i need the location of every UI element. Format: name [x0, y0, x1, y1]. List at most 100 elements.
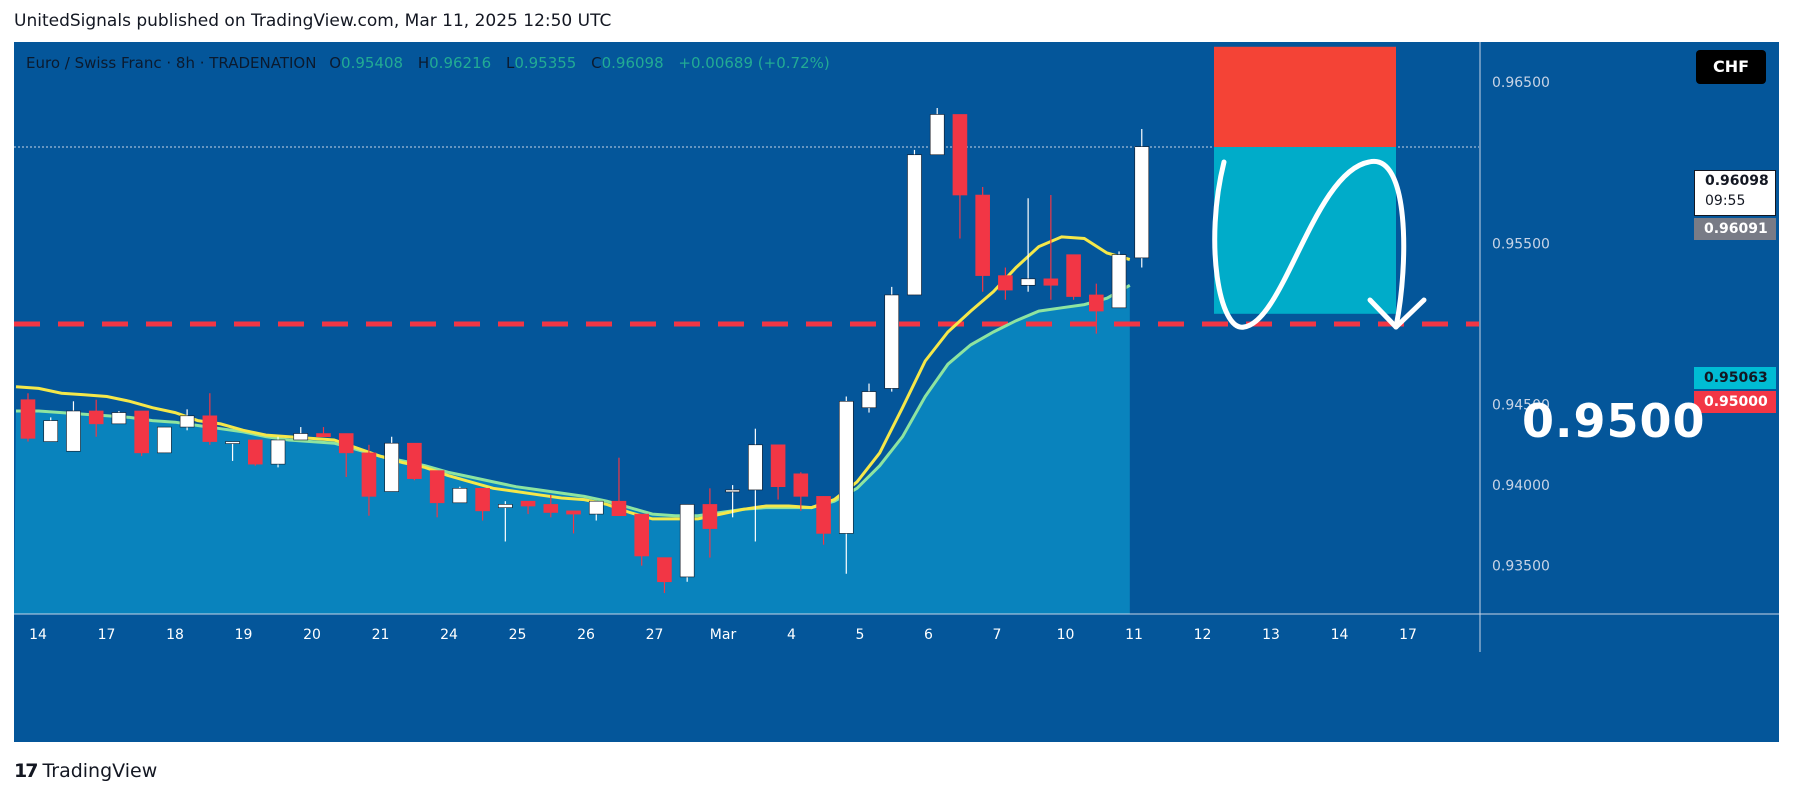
candle-body — [634, 513, 650, 557]
time-tick-label: 21 — [372, 627, 390, 643]
candle-body — [270, 439, 286, 465]
candle-body — [88, 410, 104, 425]
candle-body — [611, 500, 627, 517]
candle-body — [793, 473, 809, 497]
candle-body — [725, 489, 740, 493]
stop-loss-zone — [1214, 46, 1396, 148]
price-tick-label: 0.94500 — [1492, 398, 1550, 414]
candle-body — [248, 439, 263, 465]
candle-body — [1111, 254, 1127, 309]
candle-body — [1043, 278, 1059, 286]
candle-body — [748, 444, 763, 491]
projection-arrowhead — [1367, 297, 1427, 330]
candle-body — [202, 415, 218, 442]
candle-body — [429, 470, 445, 504]
candle-body — [702, 504, 718, 529]
candle-body — [543, 504, 559, 513]
publisher-header: UnitedSignals published on TradingView.c… — [14, 11, 612, 31]
candle-body — [111, 412, 127, 425]
candle-body — [452, 488, 468, 504]
time-tick-label: 4 — [787, 627, 796, 643]
price-tick-label: 0.94000 — [1492, 478, 1550, 494]
candle-body — [588, 500, 604, 515]
candle-body — [157, 426, 172, 454]
candle-body — [657, 557, 672, 583]
symbol-legend: Euro / Swiss Franc · 8h · TRADENATION O0… — [26, 54, 830, 72]
candle-body — [225, 441, 240, 444]
candle-body — [384, 442, 399, 492]
candle-body — [407, 442, 422, 479]
time-tick-label: 26 — [577, 627, 595, 643]
candle-body — [361, 452, 377, 497]
candle-body — [338, 433, 354, 454]
target-level-annotation: 0.9500 — [1522, 394, 1706, 448]
green-ma-line — [16, 283, 1131, 518]
time-tick-label: 18 — [166, 627, 184, 643]
time-axis-band — [14, 614, 1779, 742]
open-label: O — [329, 54, 342, 72]
time-tick-label: 11 — [1125, 627, 1143, 643]
candle-body — [66, 410, 81, 452]
candle-body — [498, 504, 513, 508]
candle-body — [838, 400, 854, 534]
candle-body — [975, 194, 990, 276]
price-tick-label: 0.95500 — [1492, 236, 1550, 252]
time-tick-label: 19 — [235, 627, 253, 643]
candle-body — [566, 510, 581, 515]
time-tick-label: 14 — [1331, 627, 1349, 643]
candle-body — [952, 114, 968, 196]
candle-body — [679, 504, 695, 578]
candle-body — [884, 294, 900, 389]
candle-body — [1134, 146, 1150, 259]
candle-body — [179, 415, 195, 428]
current-price-tag: 0.96098 09:55 — [1694, 170, 1776, 216]
candle-body — [134, 410, 149, 454]
candle-body — [1089, 294, 1104, 312]
time-tick-label: 12 — [1194, 627, 1212, 643]
tradingview-wordmark: TradingView — [42, 760, 158, 782]
close-label: C — [591, 54, 602, 72]
currency-button[interactable]: CHF — [1696, 50, 1766, 84]
price-chart[interactable]: 0.93500 0.94000 0.94500 0.95500 0.96500 14 17 1… — [14, 42, 1779, 742]
ma-price-tag: 0.96091 — [1694, 218, 1776, 240]
candle-body — [770, 444, 786, 487]
time-tick-label: 17 — [1399, 627, 1417, 643]
candle-body — [907, 154, 922, 296]
low-value: 0.95355 — [514, 54, 577, 72]
candle-body — [520, 500, 536, 507]
footer-brand[interactable]: 17 TradingView — [14, 760, 157, 782]
tradingview-logo-icon: 17 — [14, 760, 38, 782]
time-tick-label: 13 — [1262, 627, 1280, 643]
candle-body — [1066, 254, 1081, 297]
chart-panel[interactable]: 0.93500 0.94000 0.94500 0.95500 0.96500 14 17 1… — [14, 42, 1779, 742]
high-value: 0.96216 — [429, 54, 492, 72]
candle-body — [475, 488, 490, 512]
candle-body — [1020, 278, 1036, 286]
time-tick-label: 10 — [1057, 627, 1075, 643]
ma-area-fill — [14, 285, 1130, 614]
candle-body — [816, 496, 831, 534]
high-label: H — [417, 54, 430, 72]
candle-body — [998, 275, 1013, 291]
time-tick-label: 7 — [993, 627, 1002, 643]
current-price-value: 0.96098 — [1705, 173, 1769, 189]
time-tick-label: 20 — [303, 627, 321, 643]
time-tick-label: 6 — [924, 627, 933, 643]
time-tick-label: 27 — [646, 627, 664, 643]
low-label: L — [505, 54, 515, 72]
price-tick-label: 0.93500 — [1492, 559, 1550, 575]
time-tick-label: Mar — [710, 627, 737, 643]
time-tick-label: 5 — [856, 627, 865, 643]
open-value: 0.95408 — [341, 54, 404, 72]
symbol-name: Euro / Swiss Franc · 8h · TRADENATION — [26, 54, 317, 72]
yellow-ma-line — [15, 235, 1131, 521]
take-profit-zone — [1214, 147, 1396, 314]
candle-body — [20, 399, 36, 439]
candle-body — [43, 420, 59, 442]
candle-body — [316, 433, 331, 438]
candle-body — [929, 114, 945, 156]
close-value: 0.96098 — [601, 54, 664, 72]
level-price-tag: 0.95000 — [1694, 391, 1776, 413]
time-tick-label: 25 — [509, 627, 527, 643]
change-value: +0.00689 (+0.72%) — [678, 54, 830, 72]
